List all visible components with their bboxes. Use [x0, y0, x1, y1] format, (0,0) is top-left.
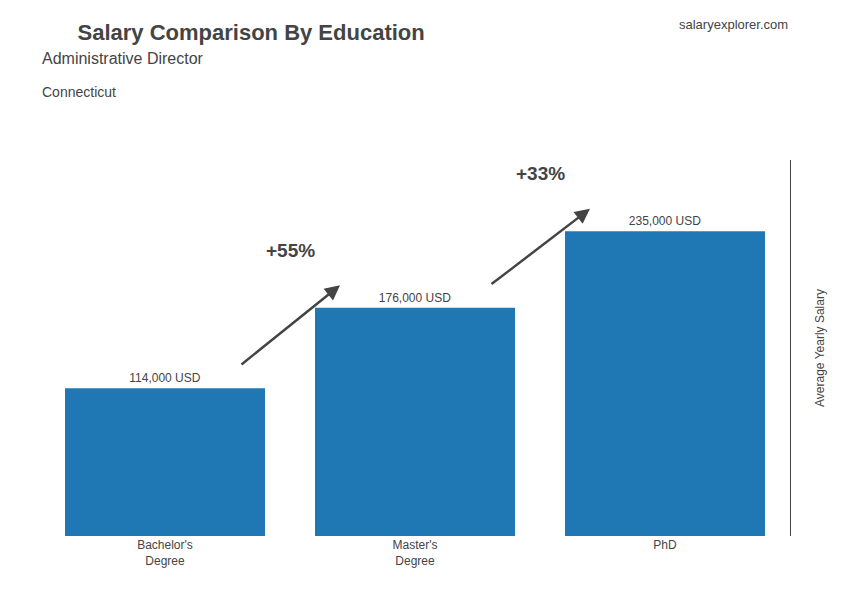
svg-text:+33%: +33%: [516, 163, 565, 184]
svg-text:176,000 USD: 176,000 USD: [379, 291, 451, 305]
svg-text:Master'sDegree: Master'sDegree: [393, 538, 438, 568]
svg-text:PhD: PhD: [653, 538, 677, 552]
svg-text:Administrative Director: Administrative Director: [42, 50, 204, 67]
svg-text:Bachelor'sDegree: Bachelor'sDegree: [137, 538, 193, 568]
svg-text:235,000 USD: 235,000 USD: [629, 214, 701, 228]
svg-text:Connecticut: Connecticut: [42, 84, 116, 100]
svg-text:+55%: +55%: [266, 240, 315, 261]
svg-text:Average Yearly Salary: Average Yearly Salary: [813, 289, 827, 407]
svg-text:Salary Comparison By Education: Salary Comparison By Education: [78, 20, 425, 45]
svg-text:114,000 USD: 114,000 USD: [129, 371, 200, 385]
svg-text:salaryexplorer.com: salaryexplorer.com: [679, 17, 788, 32]
